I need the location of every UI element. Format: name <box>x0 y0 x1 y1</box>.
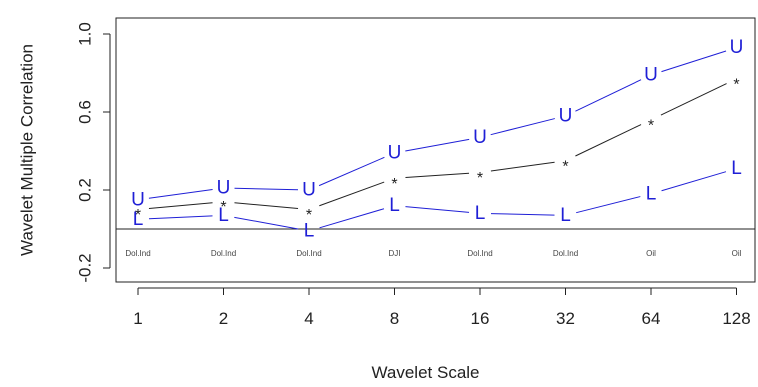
x-tick-label: 32 <box>556 309 575 328</box>
series-segment <box>490 213 555 216</box>
x-axis: 1 2 4 8 16 32 64 128 <box>133 287 751 328</box>
y-tick-label: 0.2 <box>75 178 94 202</box>
series-point-marker: U <box>473 127 487 148</box>
series-segment <box>490 118 555 136</box>
series-point-marker: U <box>644 64 658 85</box>
x-tick-label: 128 <box>722 309 750 328</box>
series-segment <box>234 187 299 191</box>
y-tick-label: 0.6 <box>75 100 94 124</box>
series-segment <box>319 208 385 229</box>
series-point-marker: * <box>135 207 141 224</box>
point-label: Oil <box>732 249 742 258</box>
series-estimate: * * * * * * * * <box>135 76 740 224</box>
point-label: Dol.Ind <box>211 249 236 258</box>
series-segment <box>148 189 213 199</box>
series-point-marker: * <box>306 207 312 224</box>
x-tick-label: 1 <box>133 309 142 328</box>
series-segment <box>575 124 642 157</box>
y-tick-label: 1.0 <box>75 22 94 46</box>
y-axis: -0.2 0.2 0.6 1.0 <box>75 22 111 283</box>
x-tick-label: 8 <box>390 309 399 328</box>
series-point-marker: * <box>733 76 739 93</box>
x-tick-label: 64 <box>642 309 661 328</box>
series-point-marker: * <box>220 199 226 216</box>
series-segment <box>148 215 213 220</box>
series-point-marker: U <box>559 105 573 126</box>
series-segment <box>234 202 299 209</box>
series-point-marker: U <box>217 178 231 199</box>
point-label: Oil <box>646 249 656 258</box>
y-tick-label: -0.2 <box>75 253 94 282</box>
series-point-marker: L <box>133 209 144 230</box>
series-segment <box>318 156 385 187</box>
series-point-marker: L <box>389 195 400 216</box>
series-point-marker: L <box>560 205 571 226</box>
series-point-marker: U <box>302 180 316 201</box>
series-upper: U U U U U U U U <box>131 37 743 210</box>
series-point-marker: L <box>475 203 486 224</box>
series-segment <box>234 216 299 230</box>
series-segment <box>661 171 727 192</box>
series-segment <box>490 161 555 172</box>
series-segment <box>576 196 641 214</box>
point-labels: Dol.Ind Dol.Ind Dol.Ind DJI Dol.Ind Dol.Ind Oi… <box>125 249 741 258</box>
point-label: Dol.Ind <box>553 249 578 258</box>
series-segment <box>319 181 385 207</box>
series-point-marker: U <box>730 37 744 58</box>
series-point-marker: L <box>646 183 657 204</box>
series-point-marker: * <box>391 176 397 193</box>
series-segment <box>660 83 727 116</box>
y-axis-title: Wavelet Multiple Correlation <box>17 44 36 256</box>
series-point-marker: U <box>388 142 402 163</box>
x-tick-label: 16 <box>471 309 490 328</box>
series-point-marker: U <box>131 189 145 210</box>
series-segment <box>148 202 213 209</box>
point-label: Dol.Ind <box>467 249 492 258</box>
x-tick-label: 2 <box>219 309 228 328</box>
x-axis-title: Wavelet Scale <box>371 363 479 382</box>
point-label: Dol.Ind <box>125 249 150 258</box>
x-tick-label: 4 <box>304 309 313 328</box>
series-segment <box>405 206 470 213</box>
point-label: Dol.Ind <box>296 249 321 258</box>
series-segment <box>405 138 470 152</box>
series-point-marker: L <box>731 158 742 179</box>
point-label: DJI <box>389 249 401 258</box>
series-point-marker: L <box>218 205 229 226</box>
series-point-marker: * <box>648 117 654 134</box>
series-segment <box>661 50 727 73</box>
series-point-marker: * <box>477 170 483 187</box>
plot-frame <box>115 17 756 283</box>
series-point-marker: L <box>304 220 315 241</box>
series-lower: L L L L L L L L <box>133 158 742 241</box>
series-point-marker: * <box>562 158 568 175</box>
series-segment <box>405 172 470 179</box>
series-segment <box>575 79 642 112</box>
